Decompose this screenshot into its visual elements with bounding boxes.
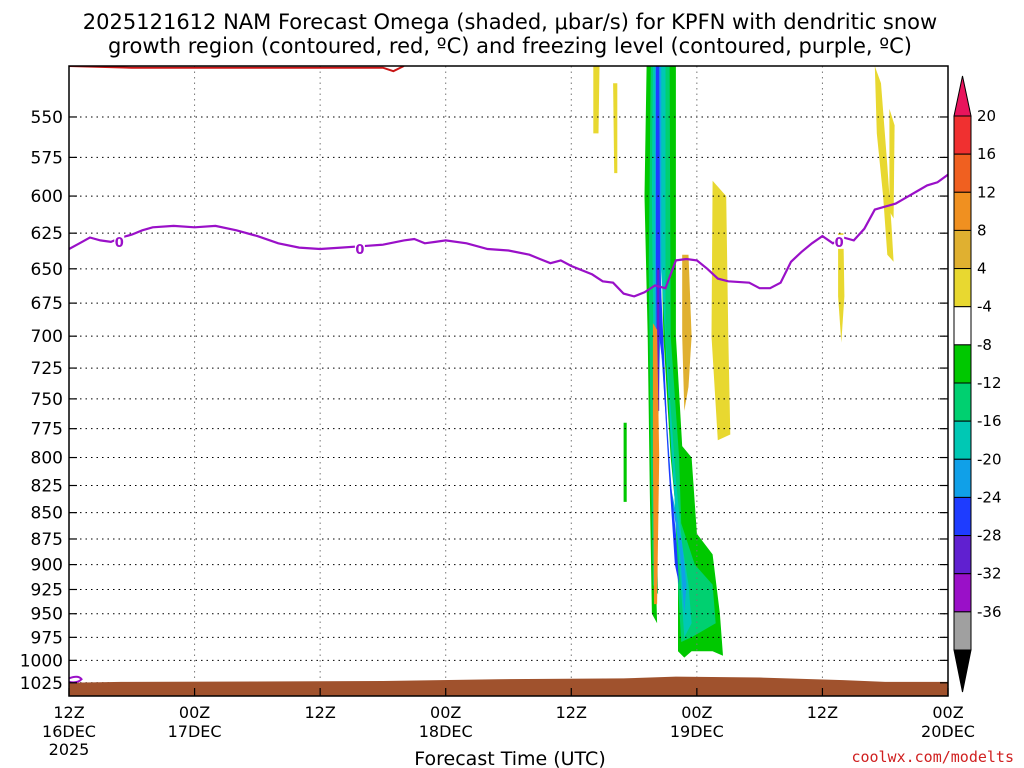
freezing-label-bg-1 [354, 242, 365, 257]
y-tick-label-750: 750 [31, 390, 63, 410]
colorbar-box-6 [953, 344, 972, 384]
y-tick-label-550: 550 [31, 108, 63, 128]
colorbar-box-11 [953, 535, 972, 575]
colorbar-box-10 [953, 496, 972, 537]
colorbar-label-10: -24 [977, 488, 1002, 506]
colorbar-box-0 [953, 115, 972, 155]
colorbar-label-9: -20 [977, 450, 1002, 468]
omega-region-1 [613, 83, 618, 174]
freezing-level-contour [69, 173, 948, 298]
colorbar-box-3 [953, 229, 972, 270]
y-tick-label-675: 675 [31, 294, 63, 314]
x-tick-label-7: 00Z [932, 703, 963, 722]
y-tick-label-875: 875 [31, 530, 63, 550]
x-tick-date-5: 19DEC [670, 722, 724, 741]
y-tick-label-600: 600 [31, 187, 63, 207]
omega-region-4 [889, 108, 895, 219]
y-tick-label-825: 825 [31, 477, 63, 497]
x-axis-title: Forecast Time (UTC) [414, 748, 605, 768]
colorbar-box-8 [953, 420, 972, 460]
colorbar-box-4 [953, 268, 972, 308]
x-tick-label-3: 00Z [430, 703, 461, 722]
x-tick-label-4: 12Z [556, 703, 587, 722]
colorbar-label-1: 16 [977, 145, 996, 163]
colorbar-bottom-arrow [953, 649, 972, 693]
colorbar-label-5: -4 [977, 298, 992, 316]
colorbar-label-13: -36 [977, 603, 1002, 621]
freezing-level-label-2: 0 [835, 236, 844, 251]
y-tick-label-725: 725 [31, 359, 63, 379]
y-tick-label-1025: 1025 [20, 674, 63, 694]
freezing-level-label-1: 0 [355, 243, 364, 258]
omega-region-0 [593, 66, 600, 134]
colorbar-label-8: -16 [977, 412, 1002, 430]
colorbar-top-arrow [953, 75, 972, 117]
omega-region-14 [682, 254, 692, 411]
colorbar-label-6: -8 [977, 336, 992, 354]
colorbar-box-1 [953, 153, 972, 193]
colorbar-label-3: 8 [977, 221, 987, 239]
x-tick-label-2: 12Z [304, 703, 335, 722]
omega-region-5 [838, 233, 845, 343]
y-tick-label-850: 850 [31, 504, 63, 524]
x-tick-label-6: 12Z [807, 703, 838, 722]
pressure-axis: 550 575 600 625 650 675 700 725 750 775 800 825 850 8… [20, 108, 948, 694]
y-tick-label-700: 700 [31, 327, 63, 347]
y-tick-label-775: 775 [31, 420, 63, 440]
plot-grid [69, 66, 948, 696]
colorbar-label-11: -28 [977, 527, 1002, 545]
colorbar-box-7 [953, 382, 972, 422]
ground-terrain [69, 676, 948, 696]
colorbar-box-12 [953, 573, 972, 613]
y-tick-label-1000: 1000 [20, 651, 63, 671]
dgz-contour [69, 66, 405, 73]
omega-region-6 [623, 422, 627, 502]
colorbar-box-2 [953, 191, 972, 231]
chart-title-line-2: growth region (contoured, red, ºC) and f… [108, 34, 912, 58]
colorbar-box-5 [953, 306, 972, 346]
ground-fill [69, 676, 948, 696]
x-tick-date-3: 18DEC [419, 722, 473, 741]
y-tick-label-800: 800 [31, 449, 63, 469]
omega-colorbar: 20 16 12 8 4 -4 -8 -12 -16 -20 -24 -28 -32 -36 [953, 75, 1002, 693]
x-tick-label-1: 00Z [179, 703, 210, 722]
y-tick-label-900: 900 [31, 556, 63, 576]
colorbar-label-2: 12 [977, 183, 996, 201]
y-tick-label-975: 975 [31, 628, 63, 648]
plot-frame [68, 65, 949, 697]
y-tick-label-650: 650 [31, 260, 63, 280]
x-tick-year-0: 2025 [49, 740, 90, 759]
omega-region-13 [652, 323, 660, 605]
omega-region-2 [711, 180, 731, 441]
y-tick-label-950: 950 [31, 605, 63, 625]
colorbar-label-7: -12 [977, 374, 1002, 392]
freezing-label-bg-2 [834, 234, 845, 249]
colorbar-label-12: -32 [977, 565, 1002, 583]
omega-region-3 [874, 66, 894, 262]
y-tick-label-625: 625 [31, 224, 63, 244]
x-tick-date-1: 17DEC [168, 722, 222, 741]
contour-lines: 0 0 0 [69, 66, 948, 684]
omega-region-9 [651, 66, 692, 638]
y-tick-label-925: 925 [31, 580, 63, 600]
x-tick-label-5: 00Z [681, 703, 712, 722]
credit-text: coolwx.com/modelts [851, 748, 1014, 766]
x-tick-date-0: 16DEC [42, 722, 96, 741]
colorbar-box-9 [953, 458, 972, 498]
chart-title-line-1: 2025121612 NAM Forecast Omega (shaded, μ… [83, 10, 937, 34]
x-tick-label-0: 12Z [53, 703, 84, 722]
freezing-level-loop [69, 675, 83, 684]
freezing-level-label-0: 0 [115, 236, 124, 251]
colorbar-label-0: 20 [977, 107, 996, 125]
omega-region-11 [656, 66, 680, 585]
omega-shading [593, 66, 895, 658]
x-tick-date-7: 20DEC [921, 722, 975, 741]
colorbar-label-4: 4 [977, 260, 987, 278]
freezing-label-bg-0 [114, 234, 125, 249]
y-tick-label-575: 575 [31, 148, 63, 168]
colorbar-box-13 [953, 611, 972, 651]
